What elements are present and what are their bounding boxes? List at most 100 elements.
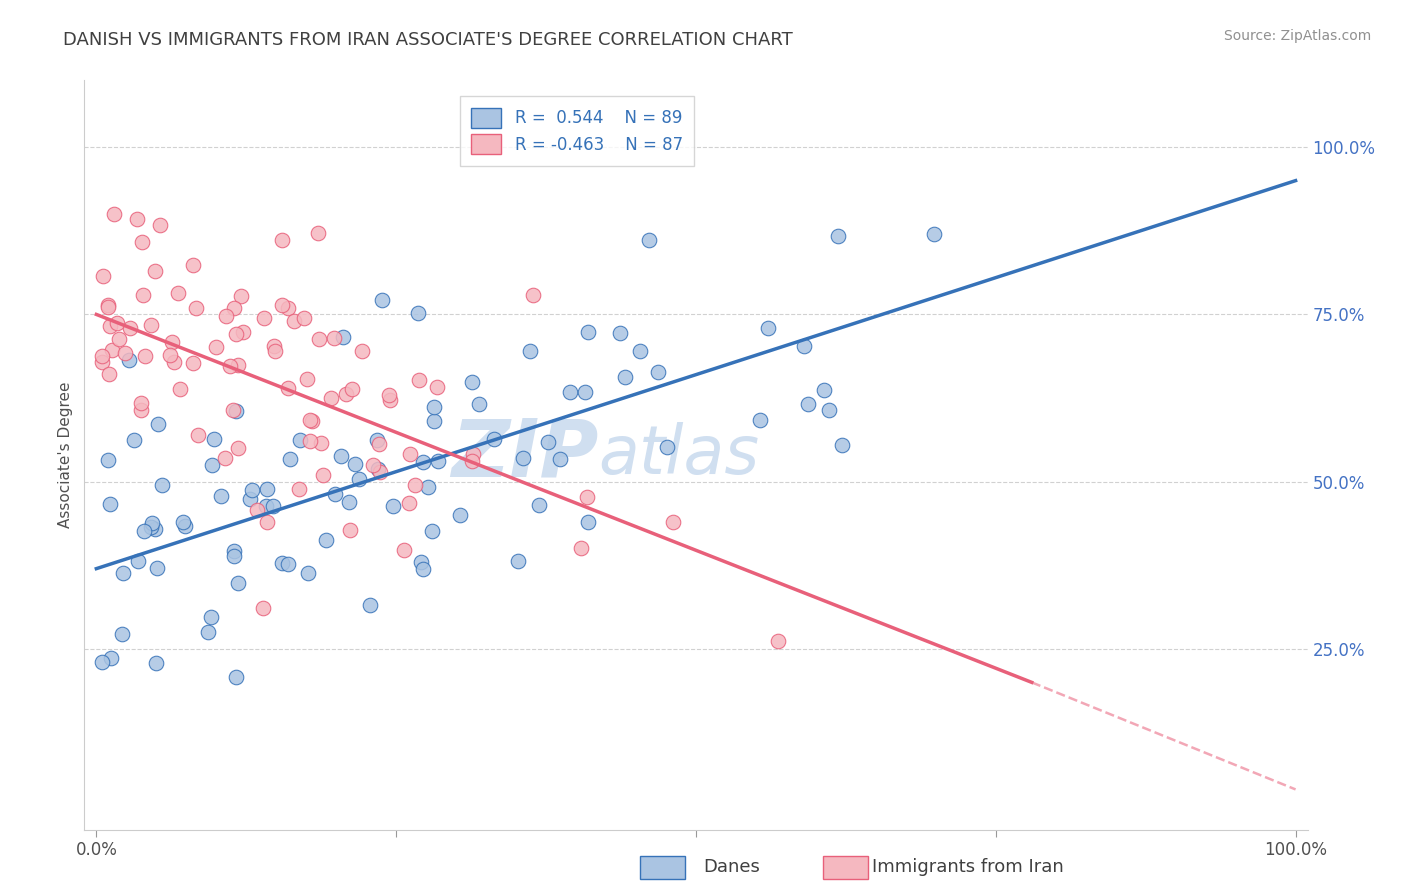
Point [422, 415, 444, 429]
Point [97, 368, 120, 382]
Point [231, 289, 253, 303]
Point [129, 396, 152, 410]
Point [468, 397, 491, 411]
Point [184, 301, 207, 315]
Point [215, 309, 238, 323]
Point [225, 326, 247, 341]
Point [298, 434, 321, 449]
Point [519, 343, 541, 358]
Point [219, 359, 242, 373]
Point [172, 516, 194, 530]
Point [398, 496, 420, 510]
Point [657, 440, 679, 454]
Point [335, 387, 357, 401]
Point [239, 491, 262, 506]
Point [312, 468, 335, 483]
Point [97, 453, 120, 467]
Point [817, 403, 839, 417]
Point [398, 447, 420, 461]
Point [246, 502, 269, 516]
Point [628, 343, 651, 358]
Point [256, 482, 278, 496]
Point [253, 310, 276, 325]
Point [132, 524, 155, 538]
Point [91, 349, 114, 363]
Point [141, 516, 163, 531]
Point [277, 301, 299, 315]
Point [359, 598, 381, 612]
Point [222, 549, 245, 563]
Point [159, 349, 181, 363]
Point [143, 522, 166, 536]
Point [301, 414, 323, 428]
Point [292, 310, 315, 325]
Point [613, 369, 636, 384]
Point [222, 543, 245, 558]
Point [127, 554, 149, 568]
Point [240, 483, 263, 498]
Point [263, 339, 285, 353]
Point [287, 482, 309, 496]
Point [91, 268, 114, 283]
Text: DANISH VS IMMIGRANTS FROM IRAN ASSOCIATE'S DEGREE CORRELATION CHART: DANISH VS IMMIGRANTS FROM IRAN ASSOCIATE… [63, 31, 793, 49]
Point [160, 335, 183, 350]
Point [339, 495, 361, 509]
Point [367, 462, 389, 476]
Point [793, 338, 815, 352]
Point [204, 340, 226, 354]
Point [111, 627, 134, 641]
Point [426, 380, 449, 394]
Point [756, 321, 779, 335]
Point [283, 314, 305, 328]
Point [371, 293, 394, 308]
Point [378, 388, 401, 402]
Point [181, 356, 204, 370]
Point [280, 451, 302, 466]
Point [202, 432, 225, 446]
Point [332, 329, 354, 343]
Point [264, 344, 287, 359]
Y-axis label: Associate's Degree: Associate's Degree [58, 382, 73, 528]
Point [181, 258, 204, 272]
Point [252, 600, 274, 615]
Point [420, 524, 443, 539]
Point [427, 454, 450, 468]
Point [461, 375, 484, 389]
Point [225, 404, 247, 418]
Point [222, 403, 245, 417]
Point [118, 353, 141, 368]
Point [134, 349, 156, 363]
Point [201, 458, 224, 473]
Legend: R =  0.544    N = 89, R = -0.463    N = 87: R = 0.544 N = 89, R = -0.463 N = 87 [460, 96, 695, 166]
Point [97, 298, 120, 312]
Point [270, 233, 292, 247]
Point [412, 562, 434, 576]
Point [112, 566, 135, 580]
Point [97, 300, 120, 314]
Point [298, 413, 321, 427]
Point [145, 656, 167, 670]
Point [145, 263, 167, 277]
Point [146, 417, 169, 432]
Point [647, 365, 669, 379]
Point [412, 455, 434, 469]
Point [225, 670, 247, 684]
Point [197, 624, 219, 639]
Point [340, 383, 363, 397]
Point [307, 227, 329, 241]
Point [91, 656, 114, 670]
Point [222, 301, 245, 316]
Text: Danes: Danes [703, 858, 759, 876]
Point [548, 452, 571, 467]
Text: atlas: atlas [598, 422, 759, 488]
Point [463, 447, 485, 461]
Point [449, 508, 471, 523]
Point [361, 458, 384, 472]
Point [578, 515, 600, 529]
Point [392, 542, 415, 557]
Point [797, 397, 820, 411]
Point [831, 438, 853, 452]
Text: Immigrants from Iran: Immigrants from Iran [872, 858, 1063, 876]
Point [98, 318, 121, 333]
Point [98, 497, 121, 511]
